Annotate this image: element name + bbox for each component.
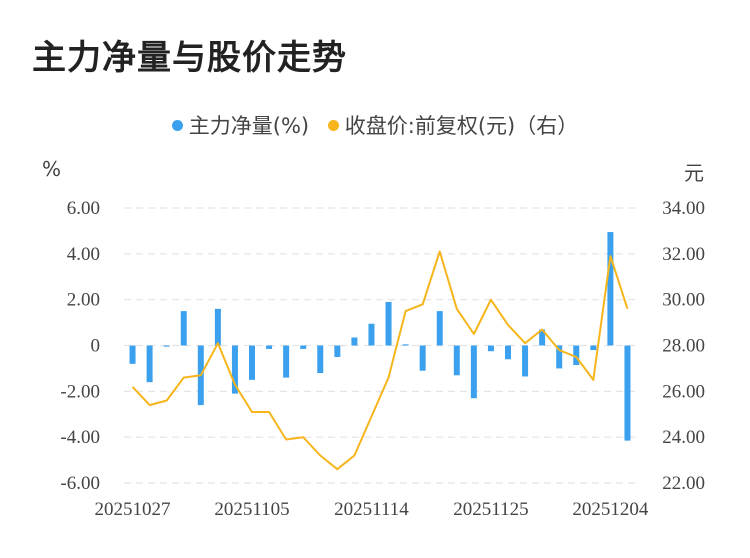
bar[interactable] <box>590 345 597 351</box>
bar[interactable] <box>249 345 255 380</box>
bar[interactable] <box>300 345 307 349</box>
bar[interactable] <box>402 344 409 346</box>
bar[interactable] <box>470 345 477 399</box>
left-tick-label: 0 <box>91 336 101 357</box>
bar[interactable] <box>351 337 358 346</box>
left-tick-label: -2.00 <box>60 381 100 402</box>
left-axis-unit: % <box>42 157 62 181</box>
bar[interactable] <box>539 329 546 346</box>
close-price-line[interactable] <box>131 250 629 471</box>
x-tick-label: 20251027 <box>95 499 171 520</box>
x-tick-label: 20251105 <box>214 499 289 520</box>
left-axis-ticks: 6.00 4.00 2.00 0 -2.00 -4.00 -6.00 <box>60 198 100 494</box>
bar[interactable] <box>385 301 392 346</box>
bar[interactable] <box>266 345 273 349</box>
bar[interactable] <box>522 345 529 377</box>
legend-label-main-net: 主力净量(%) <box>188 114 310 138</box>
bar[interactable] <box>556 345 563 369</box>
bar[interactable] <box>317 345 324 374</box>
left-tick-label: -6.00 <box>60 473 100 494</box>
legend-dot-orange <box>327 119 339 131</box>
left-tick-label: 2.00 <box>67 290 100 311</box>
right-tick-label: 32.00 <box>662 244 705 265</box>
right-tick-label: 24.00 <box>662 427 705 448</box>
x-tick-label: 20251125 <box>453 499 528 520</box>
bar[interactable] <box>487 345 494 352</box>
left-tick-label: -4.00 <box>60 427 100 448</box>
left-tick-label: 6.00 <box>67 198 100 219</box>
x-tick-label: 20251204 <box>572 499 649 520</box>
right-tick-label: 34.00 <box>662 198 705 219</box>
bar[interactable] <box>146 345 153 383</box>
right-tick-label: 22.00 <box>662 473 705 494</box>
right-tick-label: 28.00 <box>662 336 705 357</box>
bar[interactable] <box>334 345 341 357</box>
legend-label-close-price: 收盘价:前复权(元)（右） <box>344 114 579 138</box>
bar[interactable] <box>624 345 631 441</box>
bar[interactable] <box>505 345 511 360</box>
x-tick-label: 20251114 <box>334 499 409 520</box>
bar[interactable] <box>283 345 290 378</box>
bar[interactable] <box>180 311 187 346</box>
bar[interactable] <box>129 345 136 364</box>
x-axis-ticks: 20251027 20251105 20251114 20251125 20251204 <box>95 499 649 520</box>
bar[interactable] <box>231 345 238 394</box>
right-tick-label: 26.00 <box>662 381 705 402</box>
grid-lines <box>124 207 636 484</box>
bar[interactable] <box>163 345 170 347</box>
bar[interactable] <box>368 323 375 346</box>
bar[interactable] <box>419 345 426 371</box>
chart-title: 主力净量与股价走势 <box>32 38 347 78</box>
bar[interactable] <box>453 345 460 376</box>
right-axis-unit: 元 <box>684 161 704 185</box>
bar-series <box>129 232 631 441</box>
legend-item-main-net[interactable]: 主力净量(%) <box>171 110 310 140</box>
legend: 主力净量(%) 收盘价:前复权(元)（右） <box>0 110 750 140</box>
legend-dot-blue <box>171 119 183 131</box>
left-tick-label: 4.00 <box>67 244 100 265</box>
right-axis-ticks: 34.00 32.00 30.00 28.00 26.00 24.00 22.00 <box>662 198 705 494</box>
legend-item-close-price[interactable]: 收盘价:前复权(元)（右） <box>327 110 579 140</box>
bar[interactable] <box>573 345 580 365</box>
line-series <box>131 250 629 471</box>
right-tick-label: 30.00 <box>662 290 705 311</box>
bar[interactable] <box>607 232 614 346</box>
bar[interactable] <box>214 308 221 346</box>
bar[interactable] <box>436 311 443 346</box>
